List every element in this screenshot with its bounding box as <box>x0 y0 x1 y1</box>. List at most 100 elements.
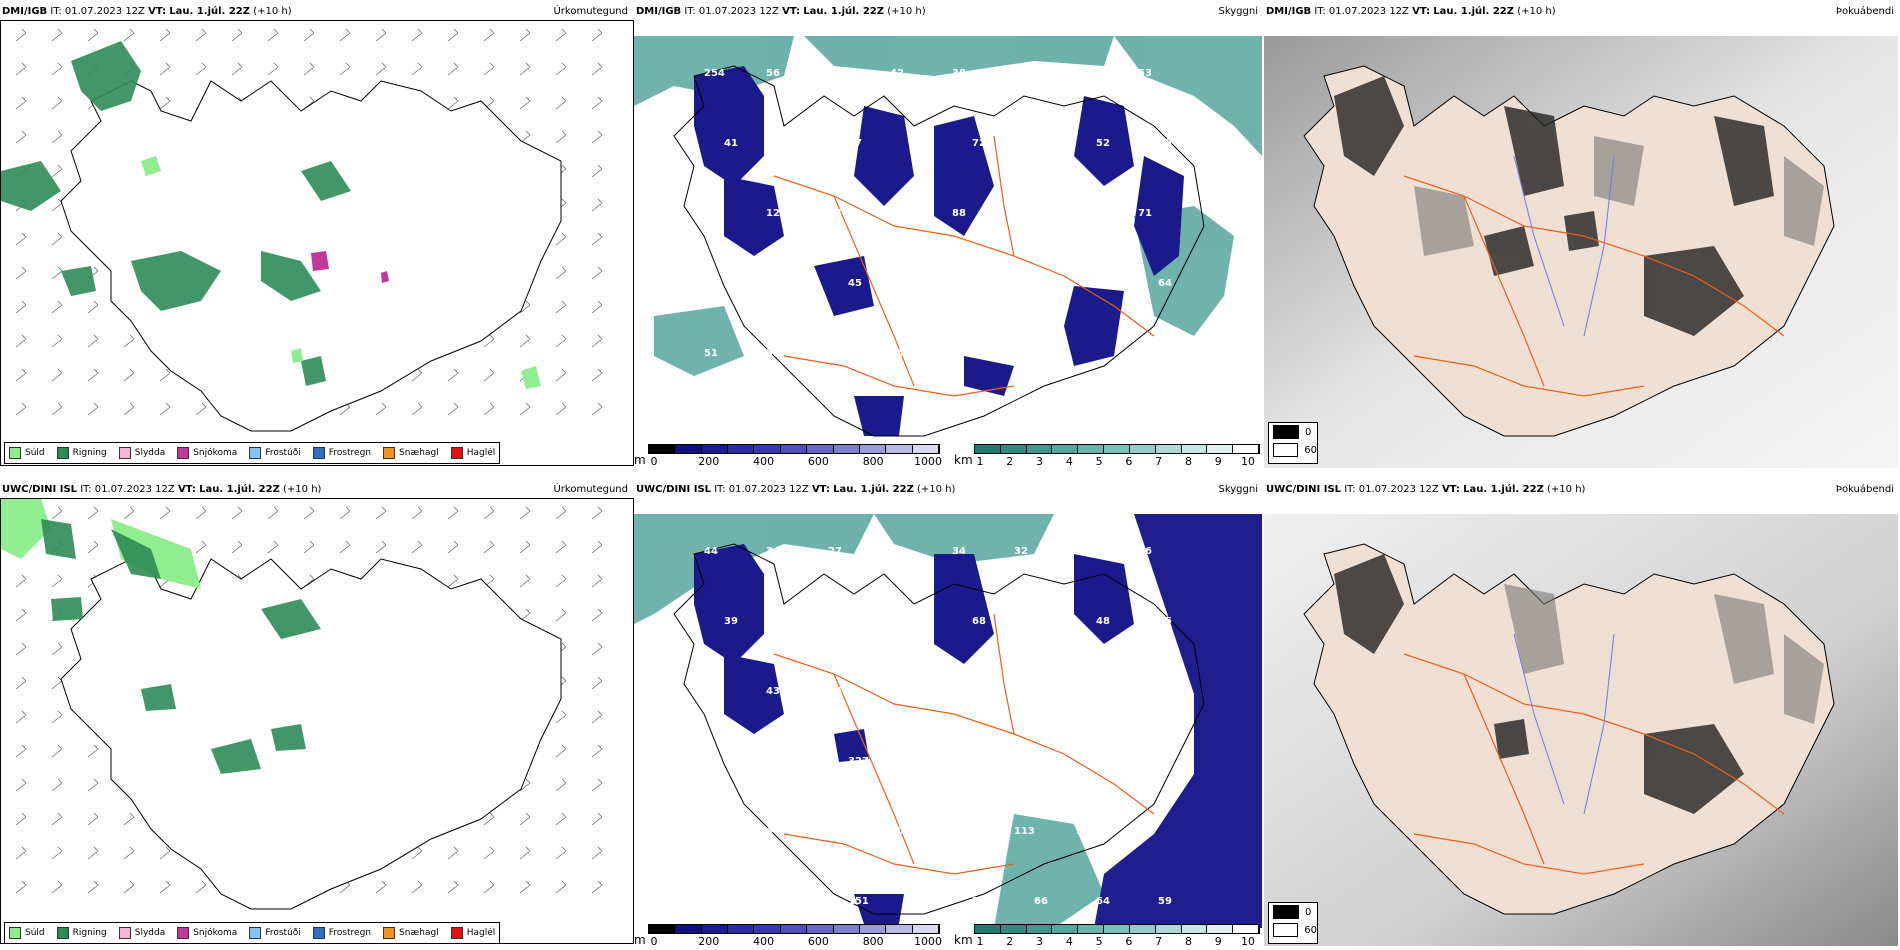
rain-areas <box>41 519 321 774</box>
panel-header: DMI/IGB IT: 01.07.2023 12Z VT: Lau. 1.jú… <box>2 4 630 20</box>
visibility-value-label: 53 <box>704 686 718 697</box>
wind-barb <box>591 28 603 42</box>
visibility-value-label: 90 <box>1076 826 1090 837</box>
colorbar-segment <box>1104 925 1130 933</box>
wind-barb <box>483 334 495 348</box>
visibility-value-label: 34 <box>766 546 780 557</box>
wind-barb <box>51 96 63 110</box>
wind-barb <box>447 28 459 42</box>
colorbar-segment <box>1207 925 1234 933</box>
visibility-value-label: 39 <box>724 616 738 627</box>
panel-header: DMI/IGB IT: 01.07.2023 12Z VT: Lau. 1.jú… <box>1266 4 1896 20</box>
colorbar-segment <box>1104 445 1130 453</box>
visibility-map[interactable]: 254 56 43 42 38 36 47 53 41 39 47 42 72 47 52 45 53 127 14… <box>634 36 1262 450</box>
panel-fog-bottom: UWC/DINI ISL IT: 01.07.2023 12Z VT: Lau.… <box>1264 478 1900 950</box>
precip-map[interactable] <box>0 498 634 944</box>
wind-barb <box>51 506 63 520</box>
visibility-value-label: 56 <box>890 348 904 359</box>
panel-product-title: Þokuábendi <box>1835 484 1894 495</box>
colorbar-segment <box>807 925 834 933</box>
wind-barb <box>591 778 603 792</box>
colorbar-tick-label: 3 <box>1036 935 1044 948</box>
visibility-unit: km <box>954 453 973 467</box>
panel-header: UWC/DINI ISL IT: 01.07.2023 12Z VT: Lau.… <box>2 482 630 498</box>
wind-barb <box>447 506 459 520</box>
visibility-colorbar: 1 2 3 4 5 6 7 8 9 10 km <box>954 924 1260 948</box>
wind-barb <box>15 846 27 860</box>
wind-barb <box>267 540 279 554</box>
wind-barb <box>519 96 531 110</box>
wind-barb <box>123 880 135 894</box>
visibility-value-label: 43 <box>828 68 842 79</box>
wind-barb <box>591 96 603 110</box>
wind-barb <box>51 368 63 382</box>
wind-barb <box>51 300 63 314</box>
visibility-value-label: 57 <box>972 278 986 289</box>
colorbar-segment <box>1052 445 1079 453</box>
wind-barb <box>51 812 63 826</box>
wind-barb <box>15 266 27 280</box>
wind-barb <box>555 846 567 860</box>
colorbar-segment <box>649 925 676 933</box>
panel-product-title: Skyggni <box>1218 6 1258 17</box>
visibility-value-label: 52 <box>1096 138 1110 149</box>
visibility-value-label: 56 <box>1034 278 1048 289</box>
visibility-value-label: 58 <box>1014 208 1028 219</box>
fog-map[interactable] <box>1264 36 1898 468</box>
wind-barb <box>483 880 495 894</box>
colorbar-tick-label: 800 <box>862 455 884 468</box>
legend-item-freezing-drizzle: Frostúði <box>249 927 301 939</box>
wind-barb <box>591 198 603 212</box>
wind-barb <box>159 96 171 110</box>
wind-barb <box>231 506 243 520</box>
wind-barb <box>591 130 603 144</box>
visibility-value-label: 56 <box>972 896 986 907</box>
freezing-drizzle-swatch <box>249 447 262 459</box>
colorbar-segment <box>1078 445 1105 453</box>
drizzle-areas <box>1 499 201 589</box>
colorbar-segment <box>833 925 860 933</box>
visibility-labels: 254 56 43 42 38 36 47 53 41 39 47 42 72 47 52 45 53 127 14… <box>704 68 1172 359</box>
visibility-value-label: 67 <box>766 826 780 837</box>
wind-barb <box>447 846 459 860</box>
snow-pellets-swatch <box>383 447 396 459</box>
colorbar-tick-label: 600 <box>807 455 829 468</box>
wind-barb <box>303 540 315 554</box>
wind-barb <box>339 506 351 520</box>
colorbar-tick-label: 10 <box>1241 455 1255 468</box>
wind-barb <box>483 28 495 42</box>
visibility-map[interactable]: 44 34 27 36 34 32 36 46 39 34 41 41 68 43 48 45 53 43 46 72… <box>634 514 1262 928</box>
wind-barb <box>591 676 603 690</box>
rivers <box>1513 155 1615 337</box>
colorbar-segment <box>1155 925 1182 933</box>
legend-item-snow-pellets: Snæhagl <box>383 927 439 939</box>
wind-barb <box>159 880 171 894</box>
visibility-value-label: 45 <box>1158 616 1172 627</box>
visibility-value-label: 325 <box>972 756 993 767</box>
wind-barb <box>555 710 567 724</box>
fog-legend-dark <box>1273 905 1299 919</box>
wind-barb <box>123 368 135 382</box>
panel-header: UWC/DINI ISL IT: 01.07.2023 12Z VT: Lau.… <box>1266 482 1896 498</box>
wind-barb <box>303 506 315 520</box>
wind-barb <box>519 574 531 588</box>
wind-barb <box>375 540 387 554</box>
wind-barb <box>87 540 99 554</box>
visibility-value-label: 50 <box>890 826 904 837</box>
wind-barb <box>231 62 243 76</box>
wind-barb <box>375 506 387 520</box>
wind-barb <box>447 574 459 588</box>
colorbar-segment <box>701 925 729 933</box>
fog-map[interactable] <box>1264 514 1898 946</box>
wind-barb <box>555 880 567 894</box>
colorbar-segment <box>675 445 702 453</box>
visibility-value-label: 327 <box>848 756 869 767</box>
colorbar-segment <box>1233 925 1259 933</box>
precip-map[interactable] <box>0 20 634 466</box>
wind-barb <box>375 880 387 894</box>
wind-barb <box>51 642 63 656</box>
visibility-value-label: 54 <box>910 278 924 289</box>
snow-areas <box>311 251 389 283</box>
wind-barb <box>519 300 531 314</box>
legend-item-freezing-drizzle: Frostúði <box>249 447 301 459</box>
